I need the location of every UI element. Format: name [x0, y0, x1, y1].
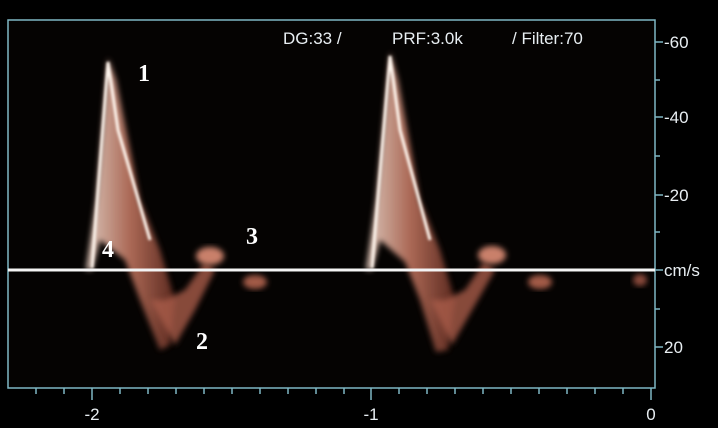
y-axis-unit: cm/s: [664, 261, 700, 280]
y-axis-label: -20: [664, 186, 689, 205]
annotation: 4: [102, 237, 114, 263]
y-axis-ticks: [655, 41, 663, 348]
y-axis-label: 20: [664, 338, 683, 357]
annotation: 1: [138, 61, 150, 87]
x-axis-ticks: [35, 388, 652, 400]
header-dg: DG:33 /: [283, 29, 342, 48]
y-axis-label: -60: [664, 33, 689, 52]
waveform: [366, 52, 647, 352]
header-prf: PRF:3.0k: [392, 29, 463, 48]
waveform: [86, 58, 267, 350]
annotation: 3: [246, 224, 258, 250]
x-axis-label: -1: [363, 405, 378, 424]
x-axis-label: 0: [646, 405, 655, 424]
header-filter: / Filter:70: [512, 29, 583, 48]
annotation: 2: [196, 329, 208, 355]
x-axis-label: -2: [84, 405, 99, 424]
y-axis-label: -40: [664, 108, 689, 127]
